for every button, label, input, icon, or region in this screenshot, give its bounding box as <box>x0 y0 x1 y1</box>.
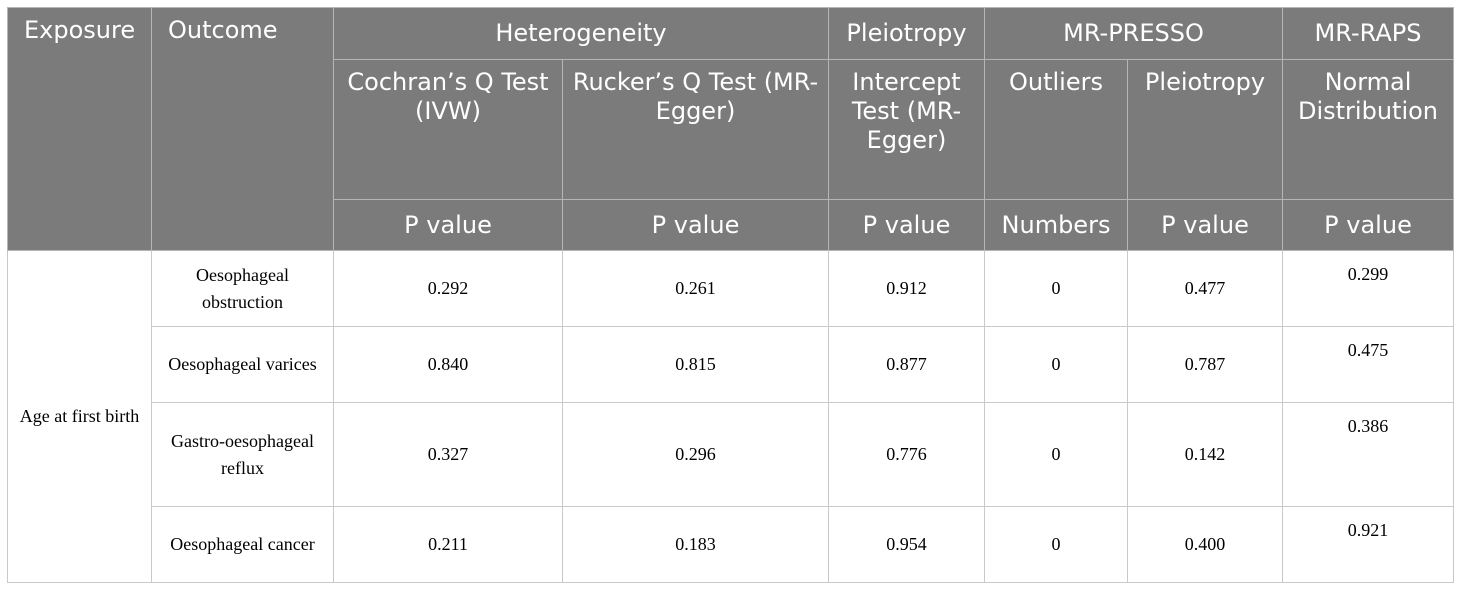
normal-distribution-p-cell: 0.475 <box>1282 326 1454 403</box>
header-group-mr-presso: MR-PRESSO <box>984 7 1283 60</box>
header-row-groups: Exposure Outcome Heterogeneity Pleiotrop… <box>7 7 1454 251</box>
outcome-cell: Oesophageal varices <box>151 326 334 403</box>
header-method-normal-distribution: Normal Distribution <box>1282 59 1454 200</box>
table-row: Oesophageal cancer 0.211 0.183 0.954 0 0… <box>8 506 1454 583</box>
rucker-p-cell: 0.261 <box>562 250 829 327</box>
rucker-p-cell: 0.183 <box>562 506 829 583</box>
header-unit-normal-distribution: P value <box>1282 199 1454 251</box>
outliers-count-cell: 0 <box>984 250 1128 327</box>
header-unit-presso-pleiotropy: P value <box>1127 199 1283 251</box>
table-body: Age at first birth Oesophageal obstructi… <box>7 250 1454 583</box>
cochran-p-cell: 0.211 <box>333 506 563 583</box>
normal-distribution-p-cell: 0.386 <box>1282 402 1454 507</box>
normal-distribution-p-cell: 0.921 <box>1282 506 1454 583</box>
presso-pleiotropy-p-cell: 0.142 <box>1127 402 1283 507</box>
outcome-cell: Oesophageal obstruction <box>151 250 334 327</box>
intercept-p-cell: 0.776 <box>828 402 985 507</box>
outcome-cell: Oesophageal cancer <box>151 506 334 583</box>
header-exposure: Exposure <box>7 7 152 251</box>
table-header: Exposure Outcome Heterogeneity Pleiotrop… <box>7 7 1454 251</box>
intercept-p-cell: 0.877 <box>828 326 985 403</box>
header-unit-cochran: P value <box>333 199 563 251</box>
header-row-methods: Cochran’s Q Test (IVW) Rucker’s Q Test (… <box>8 59 1454 200</box>
outcome-cell: Gastro-oesophageal reflux <box>151 402 334 507</box>
presso-pleiotropy-p-cell: 0.477 <box>1127 250 1283 327</box>
header-group-mr-raps: MR-RAPS <box>1282 7 1454 60</box>
mr-sensitivity-table: Exposure Outcome Heterogeneity Pleiotrop… <box>7 7 1454 583</box>
header-row-units: P value P value P value Numbers P value … <box>8 199 1454 251</box>
cochran-p-cell: 0.292 <box>333 250 563 327</box>
outliers-count-cell: 0 <box>984 506 1128 583</box>
header-unit-intercept: P value <box>828 199 985 251</box>
cochran-p-cell: 0.840 <box>333 326 563 403</box>
header-method-intercept: Intercept Test (MR-Egger) <box>828 59 985 200</box>
table-row: Age at first birth Oesophageal obstructi… <box>7 250 1454 583</box>
header-method-outliers: Outliers <box>984 59 1128 200</box>
rucker-p-cell: 0.296 <box>562 402 829 507</box>
intercept-p-cell: 0.912 <box>828 250 985 327</box>
exposure-cell: Age at first birth <box>7 250 152 583</box>
header-method-rucker: Rucker’s Q Test (MR-Egger) <box>562 59 829 200</box>
intercept-p-cell: 0.954 <box>828 506 985 583</box>
header-outcome: Outcome <box>151 7 334 251</box>
presso-pleiotropy-p-cell: 0.400 <box>1127 506 1283 583</box>
rucker-p-cell: 0.815 <box>562 326 829 403</box>
outliers-count-cell: 0 <box>984 402 1128 507</box>
outliers-count-cell: 0 <box>984 326 1128 403</box>
table-row: Oesophageal varices 0.840 0.815 0.877 0 … <box>8 326 1454 403</box>
header-group-pleiotropy: Pleiotropy <box>828 7 985 60</box>
header-unit-rucker: P value <box>562 199 829 251</box>
header-method-presso-pleiotropy: Pleiotropy <box>1127 59 1283 200</box>
normal-distribution-p-cell: 0.299 <box>1282 250 1454 327</box>
header-group-heterogeneity: Heterogeneity <box>333 7 829 60</box>
cochran-p-cell: 0.327 <box>333 402 563 507</box>
table-row: Gastro-oesophageal reflux 0.327 0.296 0.… <box>8 402 1454 507</box>
presso-pleiotropy-p-cell: 0.787 <box>1127 326 1283 403</box>
header-method-cochran: Cochran’s Q Test (IVW) <box>333 59 563 200</box>
header-unit-outliers: Numbers <box>984 199 1128 251</box>
